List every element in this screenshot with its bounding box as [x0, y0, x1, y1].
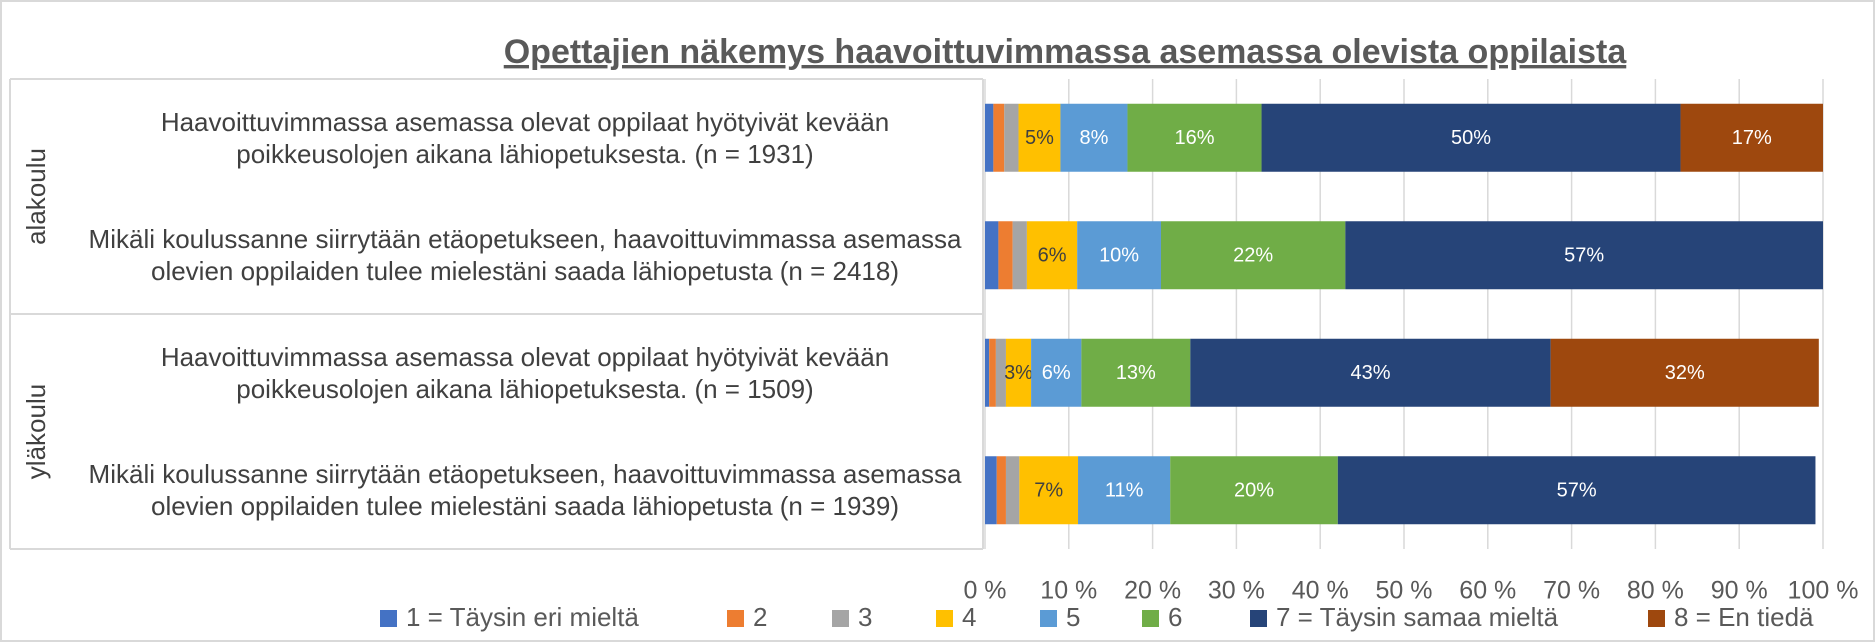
legend-label: 6: [1168, 602, 1182, 632]
category-label: Mikäli koulussanne siirrytään etäopetuks…: [88, 224, 962, 287]
data-label: 20%: [1234, 480, 1274, 502]
legend-label: 8 = En tiedä: [1674, 602, 1814, 632]
bar-segment: [1026, 221, 1078, 290]
x-tick-label: 70 %: [1543, 577, 1600, 605]
data-label: 17%: [1732, 127, 1772, 149]
category-label: Mikäli koulussanne siirrytään etäopetuks…: [88, 459, 962, 522]
bar-segment: [985, 456, 997, 525]
category-label: Haavoittuvimmassa asemassa olevat oppila…: [160, 106, 890, 169]
x-tick-label: 100 %: [1788, 577, 1859, 605]
bar-segment: [993, 103, 1005, 172]
group-label: alakoulu: [21, 148, 51, 245]
bar-segment: [1190, 338, 1551, 407]
bar-segment: [1077, 221, 1161, 290]
x-tick-label: 90 %: [1711, 577, 1768, 605]
data-label: 6%: [1042, 362, 1071, 384]
data-label: 11%: [1105, 480, 1144, 502]
bar-segment: [985, 103, 994, 172]
bar-segment: [1160, 221, 1346, 290]
bar-segment: [1005, 456, 1020, 525]
bar-segment: [1550, 338, 1819, 407]
bar-segment: [1081, 338, 1191, 407]
bar-segment: [1127, 103, 1262, 172]
bar-segment: [985, 221, 999, 290]
bar-segment: [1019, 456, 1079, 525]
bar-segment: [1170, 456, 1338, 525]
bar-segment: [989, 338, 996, 407]
bar-segment: [1018, 103, 1061, 172]
legend-label: 2: [753, 602, 767, 632]
data-label: 3%: [1004, 362, 1033, 384]
data-label: 50%: [1451, 127, 1491, 149]
bar-segment: [1031, 338, 1082, 407]
legend-swatch: [832, 610, 849, 627]
x-tick-label: 20 %: [1124, 577, 1181, 605]
x-tick-label: 80 %: [1627, 577, 1684, 605]
data-label: 16%: [1174, 127, 1214, 149]
bar-segment: [996, 456, 1006, 525]
legend-label: 3: [858, 602, 872, 632]
x-tick-label: 40 %: [1292, 577, 1349, 605]
bar-segment: [1337, 456, 1816, 525]
bar-segment: [1060, 103, 1128, 172]
category-label: Haavoittuvimmassa asemassa olevat oppila…: [160, 341, 890, 404]
legend-swatch: [1040, 610, 1057, 627]
legend-label: 5: [1066, 602, 1080, 632]
bar-segment: [1261, 103, 1681, 172]
bar-segment: [998, 221, 1013, 290]
legend-swatch: [1250, 610, 1267, 627]
data-label: 22%: [1233, 245, 1273, 267]
data-label: 7%: [1034, 480, 1063, 502]
data-label: 8%: [1079, 127, 1108, 149]
legend-label: 7 = Täysin samaa mieltä: [1276, 602, 1559, 632]
legend-label: 1 = Täysin eri mieltä: [406, 602, 639, 632]
bar-segment: [1680, 103, 1823, 172]
group-label: yläkoulu: [21, 384, 51, 479]
data-label: 32%: [1665, 362, 1705, 384]
bar-segment: [1078, 456, 1171, 525]
legend-label: 4: [962, 602, 976, 632]
data-label: 57%: [1557, 480, 1597, 502]
bar-segment: [995, 338, 1006, 407]
bar-segment: [1005, 338, 1032, 407]
bar-segment: [1004, 103, 1019, 172]
data-label: 57%: [1564, 245, 1604, 267]
bar-segment: [1012, 221, 1027, 290]
data-label: 5%: [1025, 127, 1054, 149]
x-tick-label: 0 %: [963, 577, 1006, 605]
data-label: 13%: [1116, 362, 1156, 384]
data-label: 6%: [1038, 245, 1067, 267]
legend-swatch: [727, 610, 744, 627]
bar-segment: [985, 338, 990, 407]
data-label: 43%: [1350, 362, 1390, 384]
x-tick-label: 30 %: [1208, 577, 1265, 605]
bar-segment: [1345, 221, 1823, 290]
x-tick-label: 60 %: [1459, 577, 1516, 605]
x-tick-label: 50 %: [1376, 577, 1433, 605]
chart-title: Opettajien näkemys haavoittuvimmassa ase…: [504, 33, 1628, 71]
legend-swatch: [936, 610, 953, 627]
legend-swatch: [380, 610, 397, 627]
data-label: 10%: [1099, 245, 1139, 267]
legend-swatch: [1648, 610, 1665, 627]
legend-swatch: [1142, 610, 1159, 627]
x-tick-label: 10 %: [1040, 577, 1097, 605]
